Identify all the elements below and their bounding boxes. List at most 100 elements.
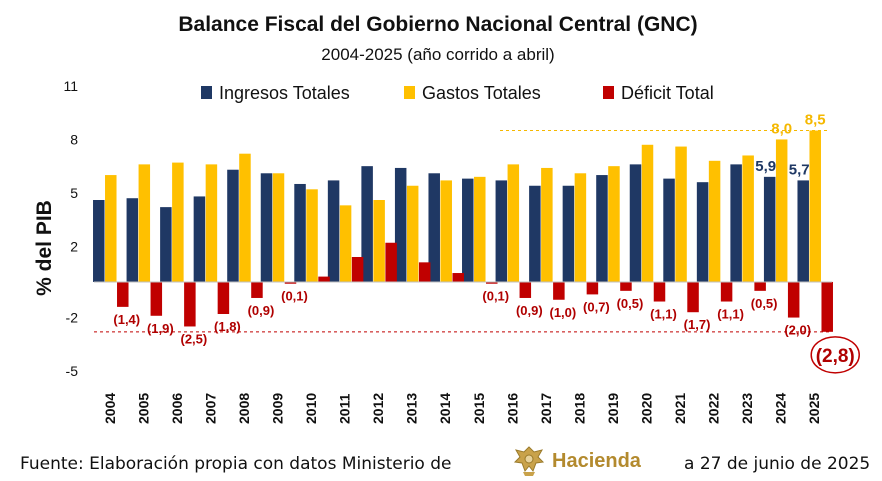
bar (687, 281, 699, 313)
bar (150, 281, 163, 316)
x-tick-label: 2005 (135, 393, 151, 424)
y-axis-ticks: 11 8 5 2 -2 -5 (63, 78, 78, 379)
bars (93, 130, 833, 332)
bar (373, 200, 385, 282)
bar (663, 178, 675, 282)
bar (763, 176, 776, 282)
legend-label: Déficit Total (621, 83, 714, 103)
x-tick-label: 2025 (806, 393, 822, 424)
x-tick-label: 2008 (236, 393, 252, 424)
data-labels: (1,4) (1,9) (2,5) (1,8) (0,9) (0,1) (0,1) (0,9)… (113, 112, 860, 374)
y-axis-label: % del PIB (33, 200, 56, 296)
bar (239, 153, 251, 282)
bar (507, 164, 520, 282)
bar (385, 242, 397, 282)
bar (406, 185, 419, 282)
deficit-label: (0,1) (482, 289, 509, 304)
bar (529, 185, 541, 282)
bar (260, 173, 273, 282)
highlight-circle (810, 336, 860, 374)
x-tick-label: 2004 (102, 393, 118, 424)
bar (809, 130, 821, 282)
bar (440, 180, 452, 282)
bar (217, 281, 230, 314)
bar (418, 262, 431, 282)
deficit-label: (1,8) (214, 319, 241, 334)
bar (172, 162, 184, 282)
x-tick-label: 2014 (437, 393, 453, 424)
deficit-label: (1,4) (113, 312, 140, 327)
y-tick-label: 8 (70, 131, 78, 147)
y-tick-label: 11 (63, 78, 78, 94)
bar (227, 169, 239, 282)
bar (272, 173, 285, 282)
bar (586, 281, 599, 295)
chart-title: Balance Fiscal del Gobierno Nacional Cen… (178, 13, 697, 36)
bar (251, 281, 263, 298)
legend-swatch (201, 86, 212, 99)
bar (93, 200, 105, 282)
bar (797, 180, 809, 282)
bar (629, 164, 642, 282)
bar (519, 281, 532, 298)
hacienda-logo: Hacienda (512, 444, 680, 478)
chart-subtitle: 2004-2025 (año corrido a abril) (321, 45, 554, 64)
bar (675, 146, 687, 282)
bar (105, 175, 117, 282)
x-tick-label: 2013 (404, 393, 420, 424)
bar (775, 139, 788, 282)
colombia-coat-of-arms-icon (513, 446, 545, 476)
deficit-label: (0,9) (516, 303, 543, 318)
x-tick-label: 2020 (639, 393, 655, 424)
bar (452, 273, 464, 282)
x-tick-label: 2009 (270, 393, 286, 424)
deficit-label: (1,1) (650, 307, 677, 322)
bar (754, 281, 766, 291)
value-label: 8,5 (805, 112, 826, 129)
x-tick-label: 2024 (773, 393, 789, 424)
value-label: 5,7 (789, 161, 810, 178)
bar (641, 144, 654, 282)
bar (160, 207, 172, 282)
x-tick-label: 2023 (739, 393, 755, 424)
x-tick-label: 2018 (571, 393, 587, 424)
bar (126, 198, 139, 282)
source-note: Fuente: Elaboración propia con datos Min… (20, 454, 452, 474)
bar (294, 183, 306, 282)
deficit-label: (0,1) (281, 289, 308, 304)
x-tick-label: 2006 (169, 393, 185, 424)
x-tick-label: 2016 (504, 393, 520, 424)
bar (318, 276, 330, 282)
bar (474, 176, 486, 282)
bar (117, 281, 129, 307)
bar (306, 189, 318, 282)
deficit-label: (0,9) (248, 303, 275, 318)
deficit-label: (1,0) (549, 305, 576, 320)
bar (462, 178, 474, 282)
bar (351, 257, 364, 282)
deficit-label: (1,9) (147, 321, 174, 336)
bar (608, 166, 620, 282)
x-tick-label: 2010 (303, 393, 319, 424)
bar (596, 175, 608, 282)
deficit-label: (1,1) (717, 307, 744, 322)
deficit-label: (0,5) (751, 296, 778, 311)
bar (720, 281, 733, 302)
deficit-label: (2,0) (784, 323, 811, 338)
value-label: 8,0 (771, 120, 792, 137)
legend-label: Ingresos Totales (219, 83, 350, 103)
y-tick-label: -5 (66, 363, 79, 379)
x-tick-label: 2015 (471, 393, 487, 424)
bar (574, 173, 587, 282)
logo-text: Hacienda (552, 449, 641, 472)
legend-swatch (603, 86, 614, 99)
bar (821, 281, 833, 332)
bar (284, 281, 297, 284)
bar (553, 281, 565, 300)
deficit-label: (0,7) (583, 299, 610, 314)
x-tick-label: 2017 (538, 393, 554, 424)
bar (361, 166, 373, 282)
y-tick-label: -2 (66, 310, 79, 326)
bar (339, 205, 352, 282)
